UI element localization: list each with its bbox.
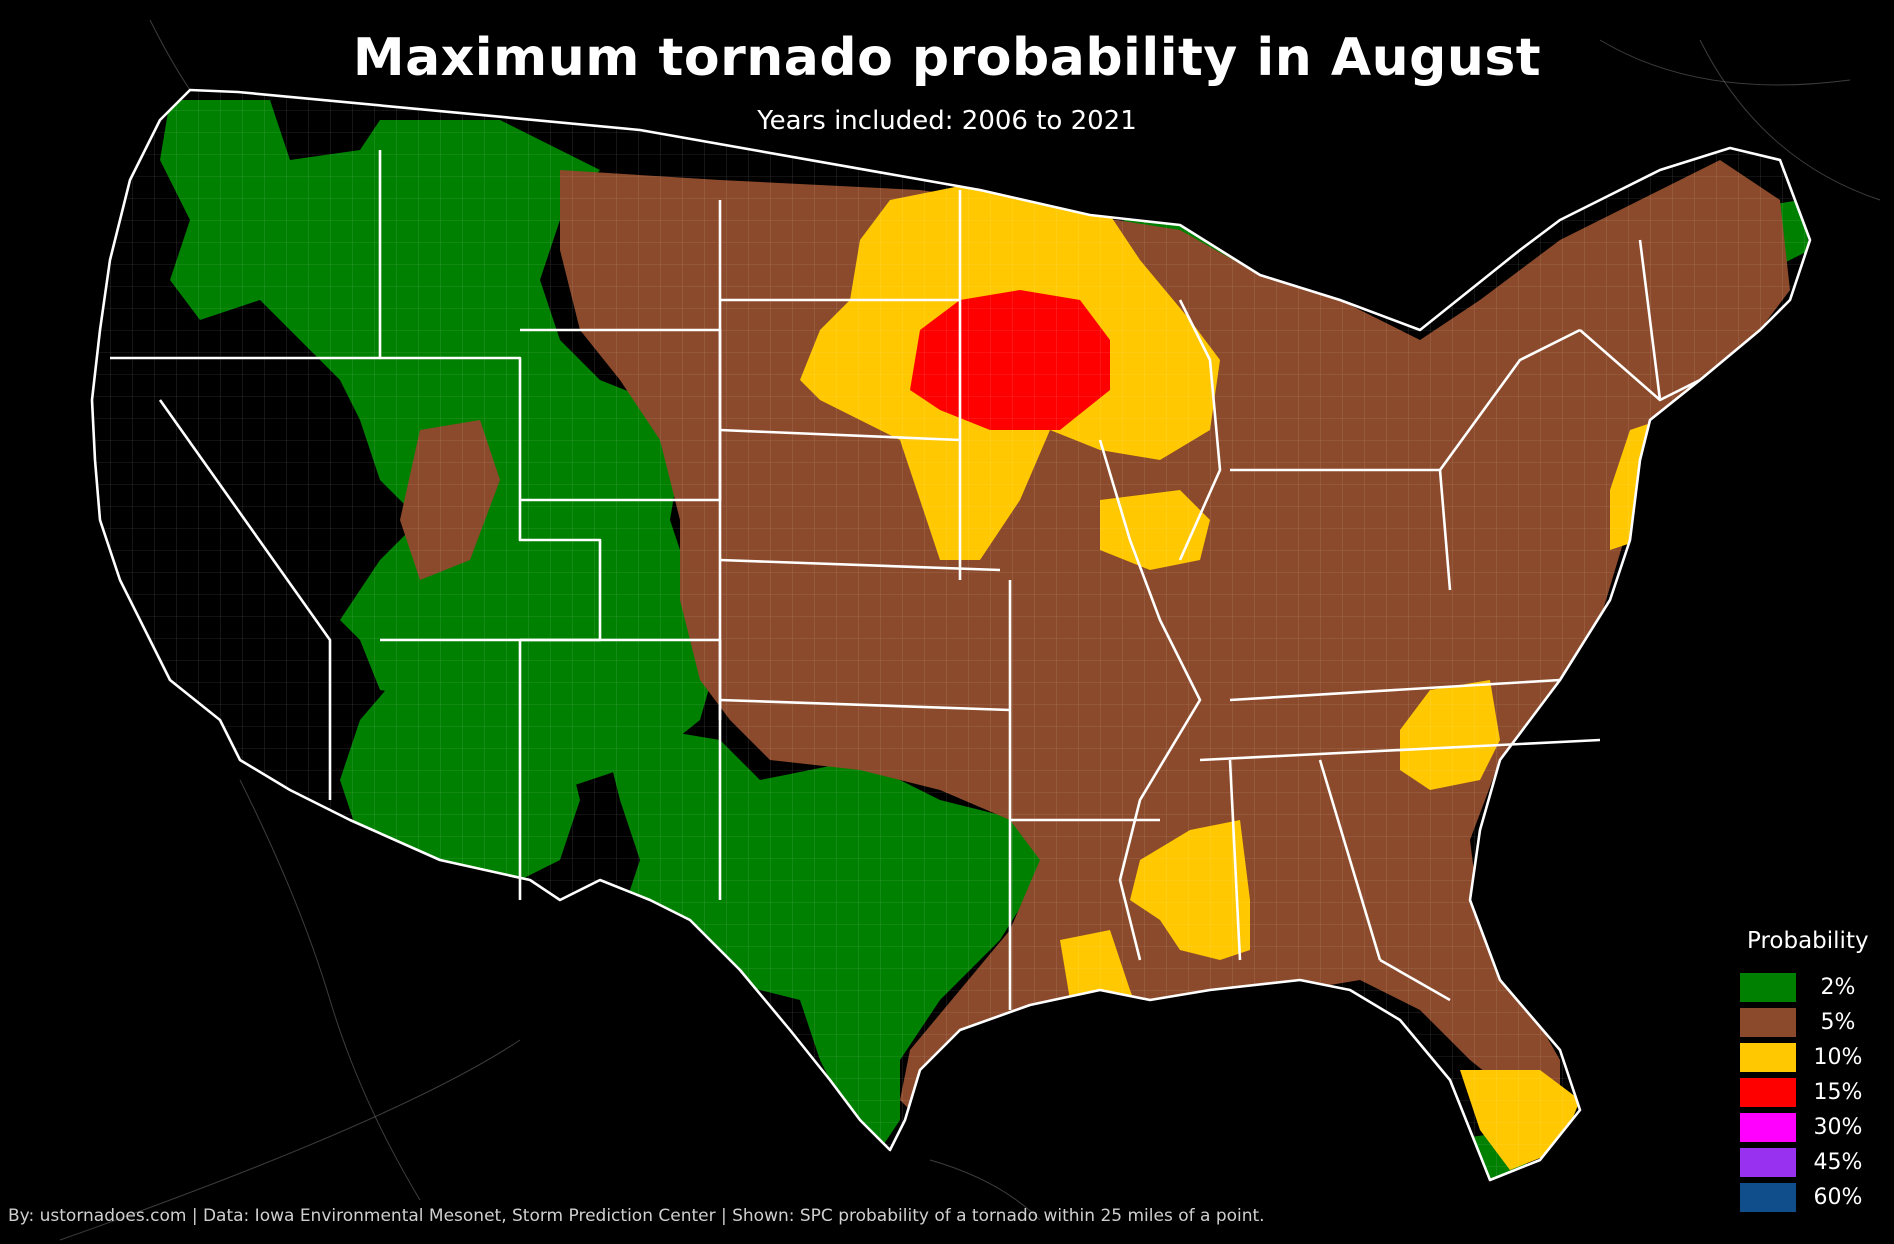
footer-credit: By: ustornadoes.com | Data: Iowa Environ… (8, 1206, 1265, 1226)
legend-swatch (1740, 1008, 1796, 1037)
map-subtitle: Years included: 2006 to 2021 (757, 106, 1137, 136)
background-graticule (59, 19, 1881, 1241)
legend-item: 10% (1740, 1040, 1890, 1075)
legend-label: 10% (1813, 1045, 1863, 1070)
legend-label: 5% (1820, 1010, 1856, 1035)
legend-item: 30% (1740, 1110, 1890, 1145)
legend-title: Probability (1747, 928, 1869, 954)
legend-swatch (1740, 1078, 1796, 1107)
legend: Probability 2% 5% 10% 15% 30% 45% 60% (1740, 928, 1890, 1215)
legend-item: 45% (1740, 1145, 1890, 1180)
state-boundaries (90, 88, 1812, 1182)
legend-swatch (1740, 1043, 1796, 1072)
legend-label: 2% (1820, 975, 1856, 1000)
legend-item: 15% (1740, 1075, 1890, 1110)
legend-label: 60% (1813, 1185, 1863, 1210)
legend-swatch (1740, 1183, 1796, 1212)
legend-label: 30% (1813, 1115, 1863, 1140)
legend-item: 60% (1740, 1180, 1890, 1215)
legend-swatch (1740, 973, 1796, 1002)
legend-label: 45% (1813, 1150, 1863, 1175)
legend-item: 5% (1740, 1005, 1890, 1040)
legend-item: 2% (1740, 970, 1890, 1005)
legend-swatch (1740, 1148, 1796, 1177)
map-title: Maximum tornado probability in August (352, 28, 1542, 88)
legend-label: 15% (1813, 1080, 1863, 1105)
legend-swatch (1740, 1113, 1796, 1142)
